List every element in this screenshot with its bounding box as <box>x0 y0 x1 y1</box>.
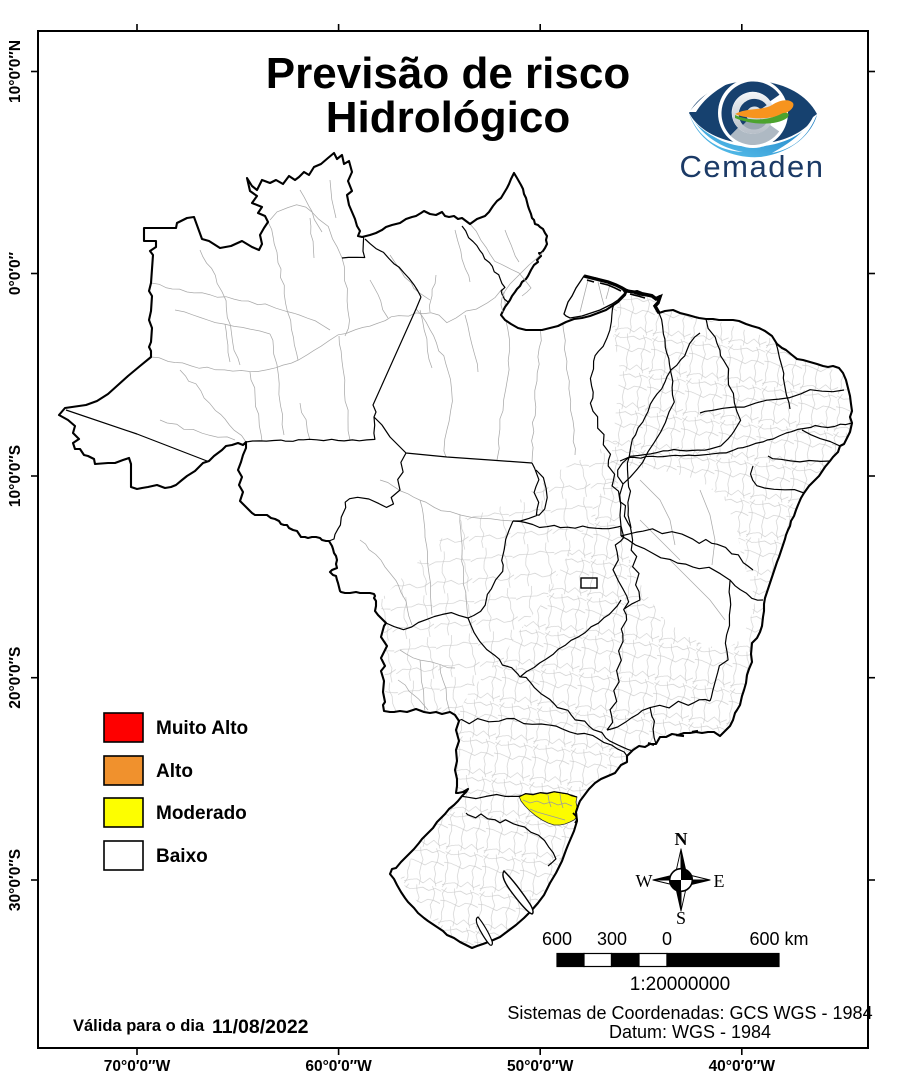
svg-text:Cemaden: Cemaden <box>680 149 825 184</box>
svg-text:0: 0 <box>662 929 672 949</box>
svg-text:20°0′0″S: 20°0′0″S <box>7 647 24 709</box>
svg-text:Sistemas de Coordenadas: GCS W: Sistemas de Coordenadas: GCS WGS - 1984 <box>507 1003 872 1023</box>
svg-text:11/08/2022: 11/08/2022 <box>212 1016 309 1038</box>
svg-text:300: 300 <box>597 929 627 949</box>
svg-text:E: E <box>714 871 725 891</box>
svg-text:40°0′0″W: 40°0′0″W <box>709 1058 776 1075</box>
svg-text:600 km: 600 km <box>749 929 808 949</box>
svg-text:Moderado: Moderado <box>156 803 247 824</box>
svg-text:Previsão de risco: Previsão de risco <box>266 49 630 98</box>
svg-text:70°0′0″W: 70°0′0″W <box>104 1058 171 1075</box>
svg-text:N: N <box>675 829 688 849</box>
svg-text:Datum: WGS - 1984: Datum: WGS - 1984 <box>609 1022 771 1042</box>
svg-text:Muito Alto: Muito Alto <box>156 718 248 739</box>
svg-text:60°0′0″W: 60°0′0″W <box>305 1058 372 1075</box>
svg-text:10°0′0″S: 10°0′0″S <box>7 445 24 507</box>
svg-text:W: W <box>636 871 653 891</box>
svg-text:1:20000000: 1:20000000 <box>630 974 730 995</box>
svg-text:0°0′0″: 0°0′0″ <box>7 251 24 295</box>
svg-text:30°0′0″S: 30°0′0″S <box>7 849 24 911</box>
svg-text:Baixo: Baixo <box>156 846 208 867</box>
svg-text:Hidrológico: Hidrológico <box>326 93 570 142</box>
svg-text:50°0′0″W: 50°0′0″W <box>507 1058 574 1075</box>
svg-text:Válida para o dia: Válida para o dia <box>73 1017 205 1035</box>
svg-text:Alto: Alto <box>156 761 193 782</box>
svg-text:S: S <box>676 908 686 928</box>
svg-text:10°0′0″N: 10°0′0″N <box>7 40 24 103</box>
svg-text:600: 600 <box>542 929 572 949</box>
